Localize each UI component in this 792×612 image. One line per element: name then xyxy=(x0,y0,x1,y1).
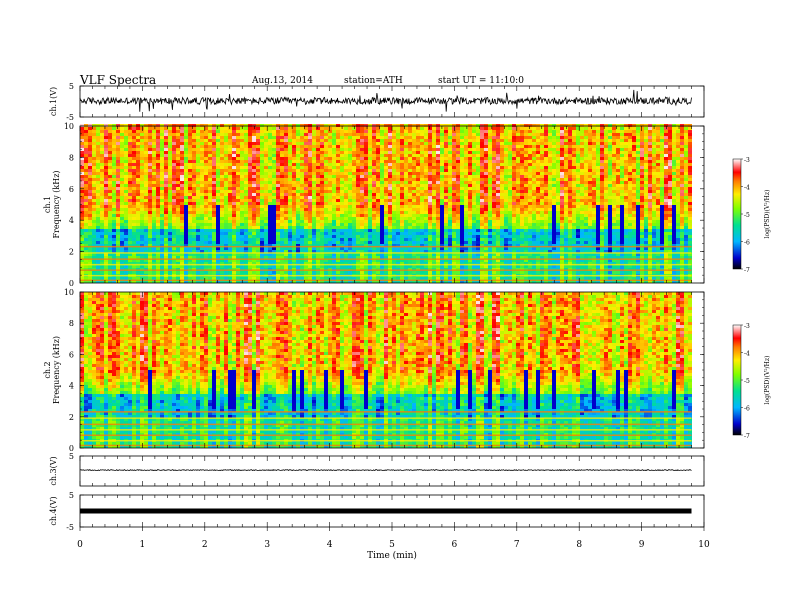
ch2-spectrogram-ytick-label: 2 xyxy=(69,413,74,422)
x-tick-label: 8 xyxy=(576,540,582,550)
ch1-spectrogram-colorbar-label: log(PSD)(V²/Hz) xyxy=(764,190,771,239)
ch1-spectrogram-ytick-label: 4 xyxy=(69,216,74,225)
ch1-waveform-trace xyxy=(79,89,692,112)
ch1-spectrogram-ytick-label: 8 xyxy=(69,153,74,162)
ch2-spectrogram-ytick-label: 10 xyxy=(64,288,74,297)
start-time-label: start UT = 11:10:0 xyxy=(438,76,524,86)
x-tick-label: 5 xyxy=(389,540,395,550)
x-axis-label: Time (min) xyxy=(367,550,417,561)
ch1-spectrogram-narrowband-line xyxy=(80,274,692,277)
station-label: station=ATH xyxy=(344,76,403,86)
x-tick-label: 0 xyxy=(77,540,83,550)
ch2-spectrogram-ytick-label: 0 xyxy=(69,444,74,453)
ch4-waveform-trace xyxy=(80,508,692,514)
ch1-spectrogram-narrowband-line xyxy=(80,269,692,271)
ch2-spectrogram-narrowband-line xyxy=(80,429,692,431)
ch1-spectrogram-colorbar-tick-label: -6 xyxy=(744,240,750,247)
ch1-spectrogram-narrowband-line xyxy=(80,263,692,266)
ch2-spectrogram-narrowband-line xyxy=(80,423,692,426)
x-tick-label: 4 xyxy=(327,540,333,550)
x-tick-label: 6 xyxy=(452,540,458,550)
ch2-spectrogram-ytick-label: 6 xyxy=(69,350,74,359)
ch1-spectrogram-channel-label: ch.1 xyxy=(43,196,52,213)
x-tick-label: 1 xyxy=(140,540,146,550)
ch3-waveform-trace xyxy=(79,469,692,472)
ch1-spectrogram-colorbar xyxy=(732,158,742,270)
ch1-spectrogram-ytick-label: 2 xyxy=(69,248,74,257)
ch2-spectrogram-ytick-label: 8 xyxy=(69,319,74,328)
ch1-spectrogram-cells xyxy=(80,124,692,283)
ch2-spectrogram-narrowband-line xyxy=(80,434,692,436)
ch2-spectrogram-colorbar-tick-label: -7 xyxy=(744,433,750,440)
ch2-spectrogram-colorbar-label: log(PSD)(V²/Hz) xyxy=(764,356,771,405)
ch1-spectrogram-ylabel: Frequency (kHz) xyxy=(52,170,61,238)
x-tick-label: 2 xyxy=(202,540,208,550)
ch2-spectrogram-colorbar-tick-label: -3 xyxy=(744,323,750,330)
ch2-spectrogram-cells xyxy=(80,292,692,448)
x-tick-label: 9 xyxy=(639,540,645,550)
ch1-spectrogram-colorbar-tick-label: -4 xyxy=(744,185,750,192)
ch2-spectrogram-colorbar-tick-label: -6 xyxy=(744,406,750,413)
ch1-waveform-ytick-label: 5 xyxy=(69,82,74,91)
ch2-spectrogram-narrowband-line xyxy=(80,417,692,419)
ch1-spectrogram-narrowband-line xyxy=(80,245,692,248)
chart-title: VLF Spectra xyxy=(80,73,157,87)
x-tick-label: 3 xyxy=(264,540,270,550)
ch2-spectrogram-colorbar-tick-label: -4 xyxy=(744,351,750,358)
ch1-spectrogram-ytick-label: 10 xyxy=(64,122,74,131)
ch1-spectrogram-colorbar-tick-label: -5 xyxy=(744,212,750,219)
ch3-waveform-ytick-label: 5 xyxy=(69,452,74,461)
ch2-spectrogram-channel-label: ch.2 xyxy=(43,361,52,378)
ch1-waveform-ylabel: ch.1(V) xyxy=(49,87,58,116)
ch4-waveform-ytick-label: -5 xyxy=(66,523,74,532)
ch1-spectrogram-colorbar-tick-label: -7 xyxy=(744,267,750,274)
ch2-spectrogram-colorbar xyxy=(732,324,742,436)
ch1-spectrogram-colorbar-tick-label: -3 xyxy=(744,157,750,164)
ch4-waveform-ylabel: ch.4(V) xyxy=(49,496,58,525)
ch3-waveform-ylabel: ch.3(V) xyxy=(49,456,58,485)
ch1-spectrogram-narrowband-line xyxy=(80,252,692,254)
ch2-spectrogram-narrowband-line xyxy=(80,440,692,442)
ch1-spectrogram-narrowband-line xyxy=(80,258,692,260)
x-tick-label: 10 xyxy=(698,540,710,550)
ch2-spectrogram-narrowband-line xyxy=(80,444,692,447)
ch1-spectrogram-ytick-label: 6 xyxy=(69,185,74,194)
ch4-waveform-ytick-label: 5 xyxy=(69,491,74,500)
ch1-spectrogram-ytick-label: 0 xyxy=(69,279,74,288)
x-tick-label: 7 xyxy=(514,540,520,550)
ch2-spectrogram-ylabel: Frequency (kHz) xyxy=(52,336,61,404)
ch1-waveform-ytick-label: -5 xyxy=(66,113,74,122)
ch2-spectrogram-ytick-label: 4 xyxy=(69,382,74,391)
ch2-spectrogram-colorbar-tick-label: -5 xyxy=(744,378,750,385)
date-label: Aug.13, 2014 xyxy=(252,76,313,86)
ch1-spectrogram-narrowband-line xyxy=(80,279,692,282)
ch2-spectrogram-narrowband-line xyxy=(80,411,692,413)
